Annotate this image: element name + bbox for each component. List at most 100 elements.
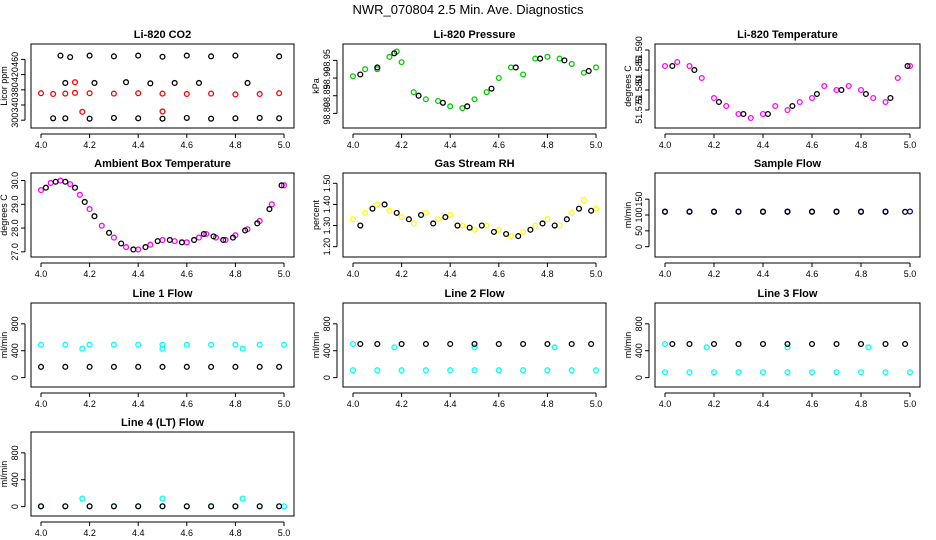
x-tick-label: 4.0 [35, 269, 48, 279]
data-point [232, 52, 239, 59]
data-point [91, 79, 98, 87]
panel-title: Ambient Box Temperature [94, 158, 231, 170]
x-tick-label: 4.4 [132, 399, 145, 409]
data-point [191, 236, 198, 243]
panel-temp: Li-820 Temperature 4.0 4.2 4.4 4.6 4.8 5.0 51.5… [623, 29, 921, 150]
data-point [740, 110, 747, 118]
y-axis-label: degrees C [0, 194, 9, 236]
data-point [276, 115, 283, 122]
data-point [183, 114, 190, 121]
data-point [902, 208, 909, 215]
data-point [764, 110, 771, 118]
data-point [374, 340, 381, 348]
data-point [833, 208, 840, 215]
x-tick-label: 5.0 [904, 399, 917, 409]
data-point [661, 62, 669, 70]
data-point [37, 187, 45, 194]
series-cyan [37, 495, 288, 510]
data-point [86, 115, 93, 122]
x-tick-label: 4.8 [541, 269, 554, 279]
data-point [439, 99, 446, 106]
y-tick-label: 1.30 [322, 217, 332, 235]
data-point [483, 222, 490, 229]
data-point [62, 341, 69, 348]
data-point [556, 222, 563, 229]
data-point [86, 206, 93, 213]
data-point [110, 341, 117, 348]
panel-line4: Line 4 (LT) Flow 4.0 4.2 4.4 4.6 4.8 5.0 0 400 80… [0, 417, 295, 538]
data-point [166, 236, 173, 243]
y-tick-label: 98.90 [322, 67, 332, 90]
data-point [159, 495, 166, 502]
panel-title: Line 2 Flow [445, 288, 505, 300]
data-point [466, 224, 473, 231]
x-tick-label: 4.4 [757, 399, 770, 409]
data-point [759, 110, 767, 118]
figure-title: NWR_070804 2.5 Min. Ave. Diagnostics [353, 2, 584, 17]
y-tick-label: 29.0 [10, 196, 20, 214]
data-point [410, 89, 417, 96]
data-point [686, 62, 693, 70]
data-point [838, 86, 845, 94]
data-point [568, 367, 575, 374]
data-point [183, 341, 190, 348]
y-tick-label: 28.0 [10, 219, 20, 237]
y-tick-label: 0 [634, 244, 644, 249]
data-point [76, 191, 83, 198]
data-point [568, 60, 575, 67]
panel-rh: Gas Stream RH 4.0 4.2 4.4 4.6 4.8 5.0 1.20 1.30 1… [311, 158, 607, 279]
data-point [537, 55, 544, 62]
plot-frame [342, 43, 607, 129]
x-tick-label: 4.2 [83, 528, 96, 538]
data-point [585, 67, 592, 75]
data-point [490, 228, 497, 235]
data-point [398, 340, 405, 348]
data-point [882, 340, 889, 348]
x-tick-label: 4.8 [855, 399, 868, 409]
data-point [459, 222, 466, 229]
data-point [544, 216, 551, 223]
data-point [588, 340, 595, 348]
data-point [759, 208, 767, 215]
data-point [183, 239, 190, 246]
y-axis-label: ml/min [623, 332, 633, 359]
series-black [357, 340, 595, 348]
data-point [374, 64, 381, 71]
x-tick-label: 5.0 [278, 399, 291, 409]
y-tick-label: 30.0 [10, 172, 20, 190]
y-tick-label: 100 [634, 207, 644, 222]
data-point [703, 344, 710, 351]
data-point [86, 341, 93, 348]
data-point [442, 214, 449, 221]
y-axis-label: degrees C [623, 65, 633, 107]
data-point [222, 236, 229, 243]
data-point [203, 230, 210, 238]
data-point [551, 344, 558, 351]
data-point [280, 503, 288, 510]
data-point [208, 53, 215, 60]
x-tick-label: 4.4 [132, 528, 145, 538]
data-point [813, 90, 820, 98]
x-tick-label: 4.8 [229, 528, 242, 538]
panel-line2: Line 2 Flow 4.0 4.2 4.4 4.6 4.8 5.0 0 400 800ml/m… [311, 288, 607, 409]
panel-title: Li-820 CO2 [134, 29, 191, 41]
y-axis-label: ml/min [0, 461, 9, 488]
x-tick-label: 4.6 [806, 399, 819, 409]
data-point [784, 344, 791, 351]
y-axis-label: percent [311, 199, 321, 230]
data-point [447, 367, 454, 374]
data-point [357, 71, 364, 78]
data-point [256, 363, 263, 370]
data-point [349, 340, 357, 348]
data-point [735, 208, 742, 215]
plot-frame [30, 43, 295, 129]
data-point [67, 181, 74, 188]
data-point [686, 369, 693, 376]
data-point [422, 96, 429, 103]
series-black [357, 50, 592, 110]
data-point [47, 179, 54, 186]
y-tick-label: 460 [10, 52, 20, 67]
data-point [882, 208, 889, 215]
data-point [551, 222, 558, 229]
panel-line3: Line 3 Flow 4.0 4.2 4.4 4.6 4.8 5.0 0 400 800ml/m… [623, 288, 921, 409]
